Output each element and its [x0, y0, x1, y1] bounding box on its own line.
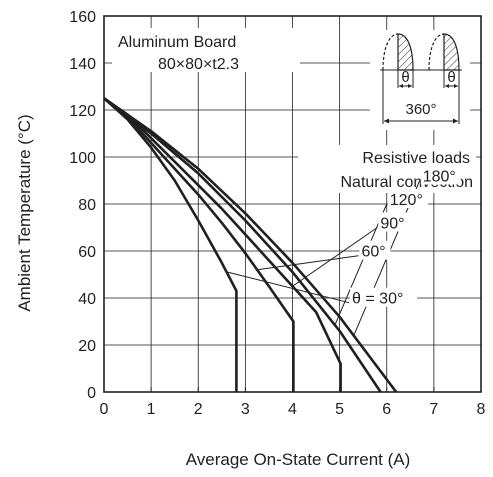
series-labels: θ = 30° 60° 90° 120°180°: [350, 165, 461, 308]
series-180deg-label: 180°: [423, 169, 456, 186]
x-tick-label: 6: [382, 401, 391, 418]
board-size-label: 80×80×t2.3: [158, 56, 239, 73]
y-tick-label: 100: [69, 150, 96, 167]
y-tick-label: 140: [69, 56, 96, 73]
x-tick-label: 2: [194, 401, 203, 418]
leader-line: [226, 271, 350, 304]
y-tick-label: 160: [69, 9, 96, 26]
board-label: Aluminum Board: [118, 34, 236, 51]
x-tick-label: 8: [477, 401, 486, 418]
series-120deg-label: 120°: [390, 192, 423, 209]
waveform-dashed-1: [382, 33, 399, 71]
theta-label-2: θ: [447, 69, 455, 86]
waveform-inset: θ θ 360°: [370, 30, 470, 130]
x-tick-label: 1: [147, 401, 156, 418]
y-axis-title: Ambient Temperature (°C): [15, 114, 34, 311]
y-tick-label: 80: [78, 197, 96, 214]
plot-frame: [103, 15, 482, 393]
x-axis-title: Average On-State Current (A): [186, 450, 411, 469]
x-tick-label: 3: [241, 401, 250, 418]
series-label-bg: [350, 287, 418, 307]
leader-line: [334, 203, 388, 326]
theta-label-1: θ: [401, 69, 409, 86]
leader-line: [292, 227, 378, 287]
board-label-box: [112, 28, 300, 72]
series-30deg: [103, 97, 238, 392]
x-tick-label: 7: [429, 401, 438, 418]
series-label-bg: [387, 189, 428, 208]
series-60deg: [103, 97, 295, 392]
y-tick-label: 120: [69, 103, 96, 120]
loads-label: Resistive loads: [362, 150, 470, 167]
x-tick-label: 5: [335, 401, 344, 418]
y-tick-label: 20: [78, 338, 96, 355]
series-120deg: [103, 97, 382, 393]
series-180deg: [103, 97, 398, 393]
y-tick-label: 60: [78, 244, 96, 261]
series-60deg-label: 60°: [361, 244, 385, 261]
x-tick-label: 0: [100, 401, 109, 418]
period-label: 360°: [405, 101, 436, 118]
y-tick-label: 40: [78, 291, 96, 308]
series-90deg: [103, 97, 342, 392]
series-label-bg: [420, 165, 461, 185]
y-tick-label: 0: [87, 385, 96, 402]
series-label-bg: [359, 240, 391, 260]
leader-line: [257, 255, 359, 271]
x-tick-label: 4: [288, 401, 297, 418]
series-layer: [103, 97, 398, 393]
waveform-dashed-2: [428, 33, 445, 71]
series-30deg-label: θ = 30°: [352, 291, 403, 308]
series-90deg-label: 90°: [380, 216, 404, 233]
series-label-bg: [378, 212, 410, 232]
